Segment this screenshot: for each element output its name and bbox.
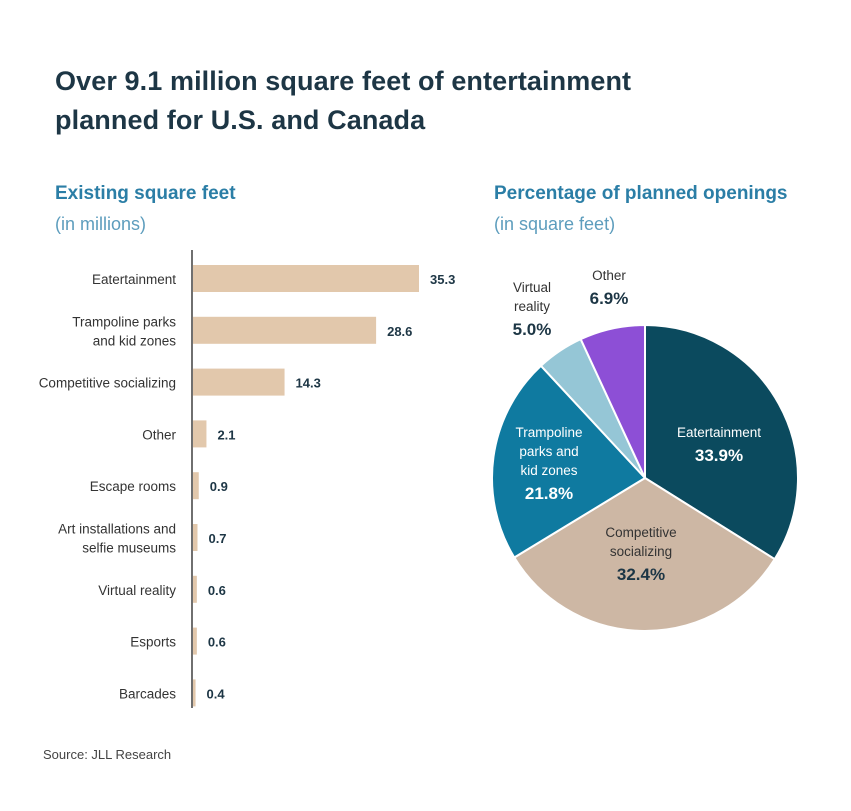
page-title: Over 9.1 million square feet of entertai… bbox=[55, 66, 632, 135]
bar-category-label: Eatertainment bbox=[92, 272, 176, 287]
pie-slice-value: 6.9% bbox=[590, 289, 629, 308]
pie-chart-title: Percentage of planned openings bbox=[494, 183, 788, 204]
bar bbox=[193, 316, 377, 344]
bar-category-label: and kid zones bbox=[93, 333, 177, 348]
pie-slice-label: kid zones bbox=[520, 463, 577, 478]
bar bbox=[193, 524, 198, 551]
bar-value-label: 0.7 bbox=[208, 531, 226, 546]
bar-category-label: Competitive socializing bbox=[39, 376, 176, 391]
pie-slice-value: 33.9% bbox=[695, 446, 743, 465]
pie-slice bbox=[512, 476, 777, 632]
bar bbox=[193, 679, 196, 707]
bar-value-label: 35.3 bbox=[430, 272, 455, 287]
pie-slice-value: 32.4% bbox=[617, 565, 665, 584]
bar-category-label: Trampoline parks bbox=[72, 314, 176, 329]
pie-slice-label: reality bbox=[514, 299, 550, 314]
pie-slice-label: Eatertainment bbox=[677, 425, 761, 440]
bar-category-label: Other bbox=[142, 427, 176, 442]
pie-slice bbox=[579, 323, 646, 479]
bar bbox=[193, 627, 197, 655]
bar bbox=[193, 420, 207, 448]
bar-value-label: 28.6 bbox=[387, 324, 412, 339]
bar bbox=[193, 575, 197, 603]
pie-slice-label: Competitive bbox=[605, 525, 676, 540]
bar-value-label: 0.6 bbox=[208, 635, 226, 650]
pie-slice-label: Trampoline bbox=[515, 425, 582, 440]
bar-category-label: Esports bbox=[130, 635, 176, 650]
bar-category-label: Virtual reality bbox=[98, 583, 176, 598]
pie-slice-label: parks and bbox=[519, 444, 578, 459]
bar-chart-title: Existing square feet bbox=[55, 183, 236, 204]
bar-category-label: Barcades bbox=[119, 686, 176, 701]
pie-slice-label: socializing bbox=[610, 544, 672, 559]
bar bbox=[193, 368, 285, 396]
bar bbox=[193, 472, 199, 500]
source-note: Source: JLL Research bbox=[43, 747, 172, 762]
bar-category-label: Escape rooms bbox=[90, 479, 177, 494]
pie-chart-subtitle: (in square feet) bbox=[494, 214, 616, 234]
bar-value-label: 0.9 bbox=[210, 479, 228, 494]
pie-slice bbox=[491, 364, 647, 559]
bar bbox=[193, 265, 419, 292]
bar-chart-subtitle: (in millions) bbox=[55, 214, 147, 234]
bar-value-label: 14.3 bbox=[296, 376, 321, 391]
bar-value-label: 0.4 bbox=[207, 686, 226, 701]
pie-slice-value: 5.0% bbox=[513, 320, 552, 339]
bar-value-label: 2.1 bbox=[217, 427, 235, 442]
bar-value-label: 0.6 bbox=[208, 583, 226, 598]
pie-slice bbox=[644, 323, 799, 561]
pie-slice-label: Virtual bbox=[513, 280, 551, 295]
pie-slice-value: 21.8% bbox=[525, 484, 573, 503]
pie-slice-label: Other bbox=[592, 268, 626, 283]
bar-category-label: Art installations and bbox=[58, 522, 176, 537]
bar-category-label: selfie museums bbox=[82, 541, 176, 556]
